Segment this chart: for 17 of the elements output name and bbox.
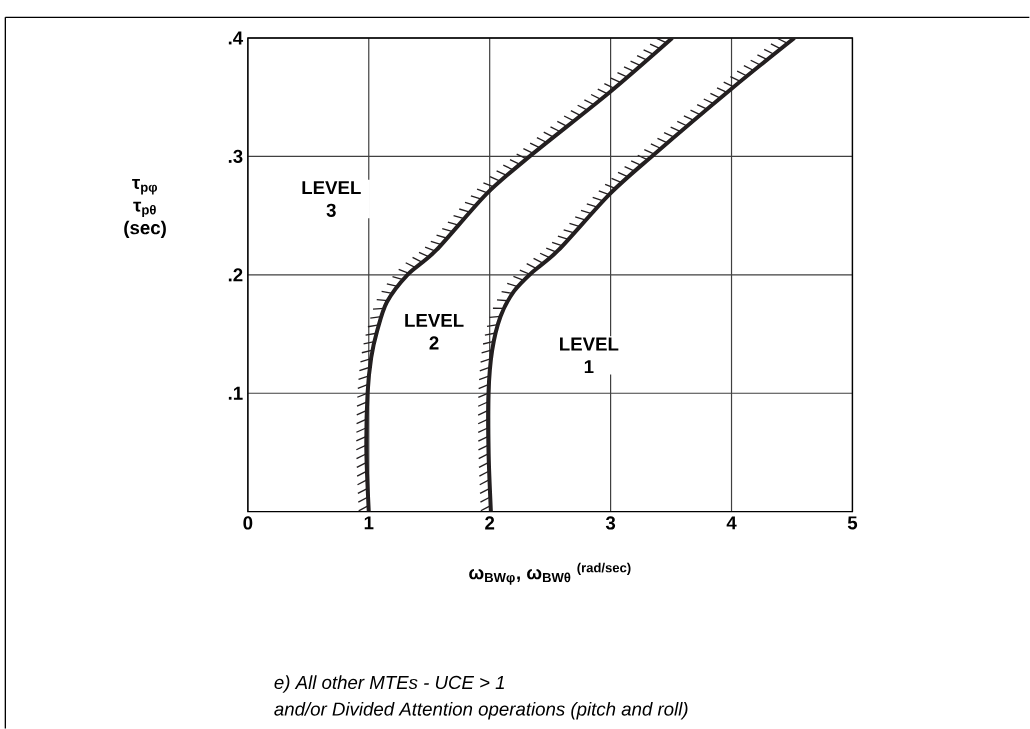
y-tick-label: .1 <box>228 386 243 400</box>
text: and/or Divided Attention operations (pitch and roll) <box>274 701 688 720</box>
x-axis-title: ω$_{BWφ}$, ω$_{BWθ}$ (rad/sec) <box>469 562 631 585</box>
text: e) All other MTEs - UCE > 1 <box>274 675 504 693</box>
x-tick-label: 5 <box>847 516 858 530</box>
x-tick-label: 4 <box>726 516 737 530</box>
x-tick-label: 1 <box>364 516 374 530</box>
y-tick-label: .3 <box>228 149 243 163</box>
y-tick-label: .2 <box>228 268 243 282</box>
y-axis-title: τ$_{pφ}$ τ$_{pθ}$ (sec) <box>124 178 166 238</box>
x-tick-label: 3 <box>605 516 616 530</box>
x-tick-label: 0 <box>243 516 253 530</box>
annotation: LEVEL 3 <box>302 181 361 217</box>
annotation: LEVEL 1 <box>560 337 619 373</box>
y-tick-label: .4 <box>228 31 244 45</box>
annotation: LEVEL 2 <box>405 313 464 350</box>
x-tick-label: 2 <box>485 516 495 530</box>
